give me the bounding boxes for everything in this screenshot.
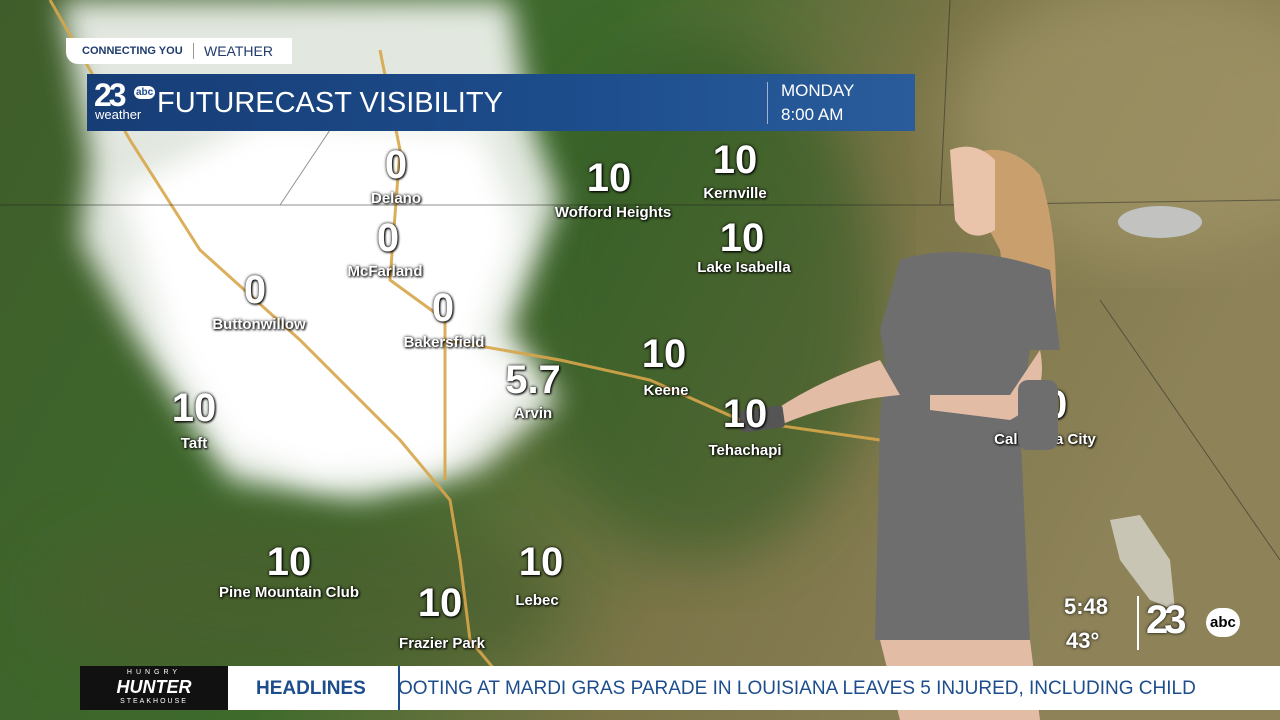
location-name: Buttonwillow	[212, 316, 306, 333]
logo-network: abc	[134, 86, 156, 99]
location-value: 10	[641, 332, 687, 376]
divider	[193, 43, 194, 59]
location-name: Bakersfield	[403, 334, 485, 351]
location-name: Lake Isabella	[697, 259, 791, 276]
tag-right: WEATHER	[204, 43, 273, 59]
location-value: 10	[266, 540, 312, 584]
divider	[1137, 596, 1139, 650]
location-name: Frazier Park	[399, 635, 485, 652]
location-name: Taft	[180, 435, 208, 452]
ticker-label: HEADLINES	[256, 678, 366, 699]
location-value: 10	[518, 540, 564, 584]
location-name: Tehachapi	[708, 442, 782, 459]
location-value: 0	[384, 143, 408, 187]
sponsor-bottom: STEAKHOUSE	[120, 698, 188, 705]
divider	[398, 666, 400, 710]
presenter-overlay	[1018, 380, 1058, 450]
ticker-bar: HUNGRY HUNTER STEAKHOUSE HEADLINES OOTIN…	[80, 666, 1280, 710]
logo-number: 23	[94, 77, 127, 113]
location-name: Arvin	[513, 405, 553, 422]
location-value: 10	[712, 138, 758, 182]
location-name: Wofford Heights	[554, 204, 672, 221]
location-value: 0	[376, 216, 400, 260]
clock: 5:48	[1064, 594, 1109, 619]
location-name: Keene	[643, 382, 689, 399]
location-value: 10	[417, 581, 463, 625]
title: FUTURECAST VISIBILITY	[157, 87, 503, 119]
location-value: 10	[586, 156, 632, 200]
location-name: McFarland	[347, 263, 423, 280]
temperature: 43°	[1066, 628, 1100, 653]
ticker-headline: OOTING AT MARDI GRAS PARADE IN LOUISIANA…	[398, 678, 1196, 699]
location-value: 10	[719, 216, 765, 260]
tag-pill: CONNECTING YOU WEATHER	[66, 38, 292, 64]
sponsor-top: HUNGRY	[126, 669, 182, 676]
sponsor-main: HUNTER	[116, 677, 192, 697]
location-value: 10	[171, 386, 217, 430]
divider	[767, 82, 768, 124]
sponsor-box: HUNGRY HUNTER STEAKHOUSE	[80, 666, 228, 710]
corner-logo-number: 23	[1146, 598, 1186, 642]
location-value: 0	[243, 268, 267, 312]
location-name: Lebec	[515, 592, 559, 609]
tag-left: CONNECTING YOU	[82, 45, 183, 57]
location-value: 10	[722, 392, 768, 436]
location-name: Kernville	[703, 185, 767, 202]
location-name: Delano	[370, 190, 422, 207]
location-value: 5.7	[505, 358, 561, 402]
presenter	[739, 146, 1060, 720]
logo-sub: weather	[95, 107, 142, 122]
title-bar: 23 abc weather FUTURECAST VISIBILITY MON…	[87, 74, 915, 131]
day: MONDAY	[781, 81, 855, 100]
corner-logo-network: abc	[1206, 608, 1240, 637]
time: 8:00 AM	[781, 105, 844, 124]
location-name: Pine Mountain Club	[219, 584, 359, 601]
location-value: 0	[431, 286, 455, 330]
